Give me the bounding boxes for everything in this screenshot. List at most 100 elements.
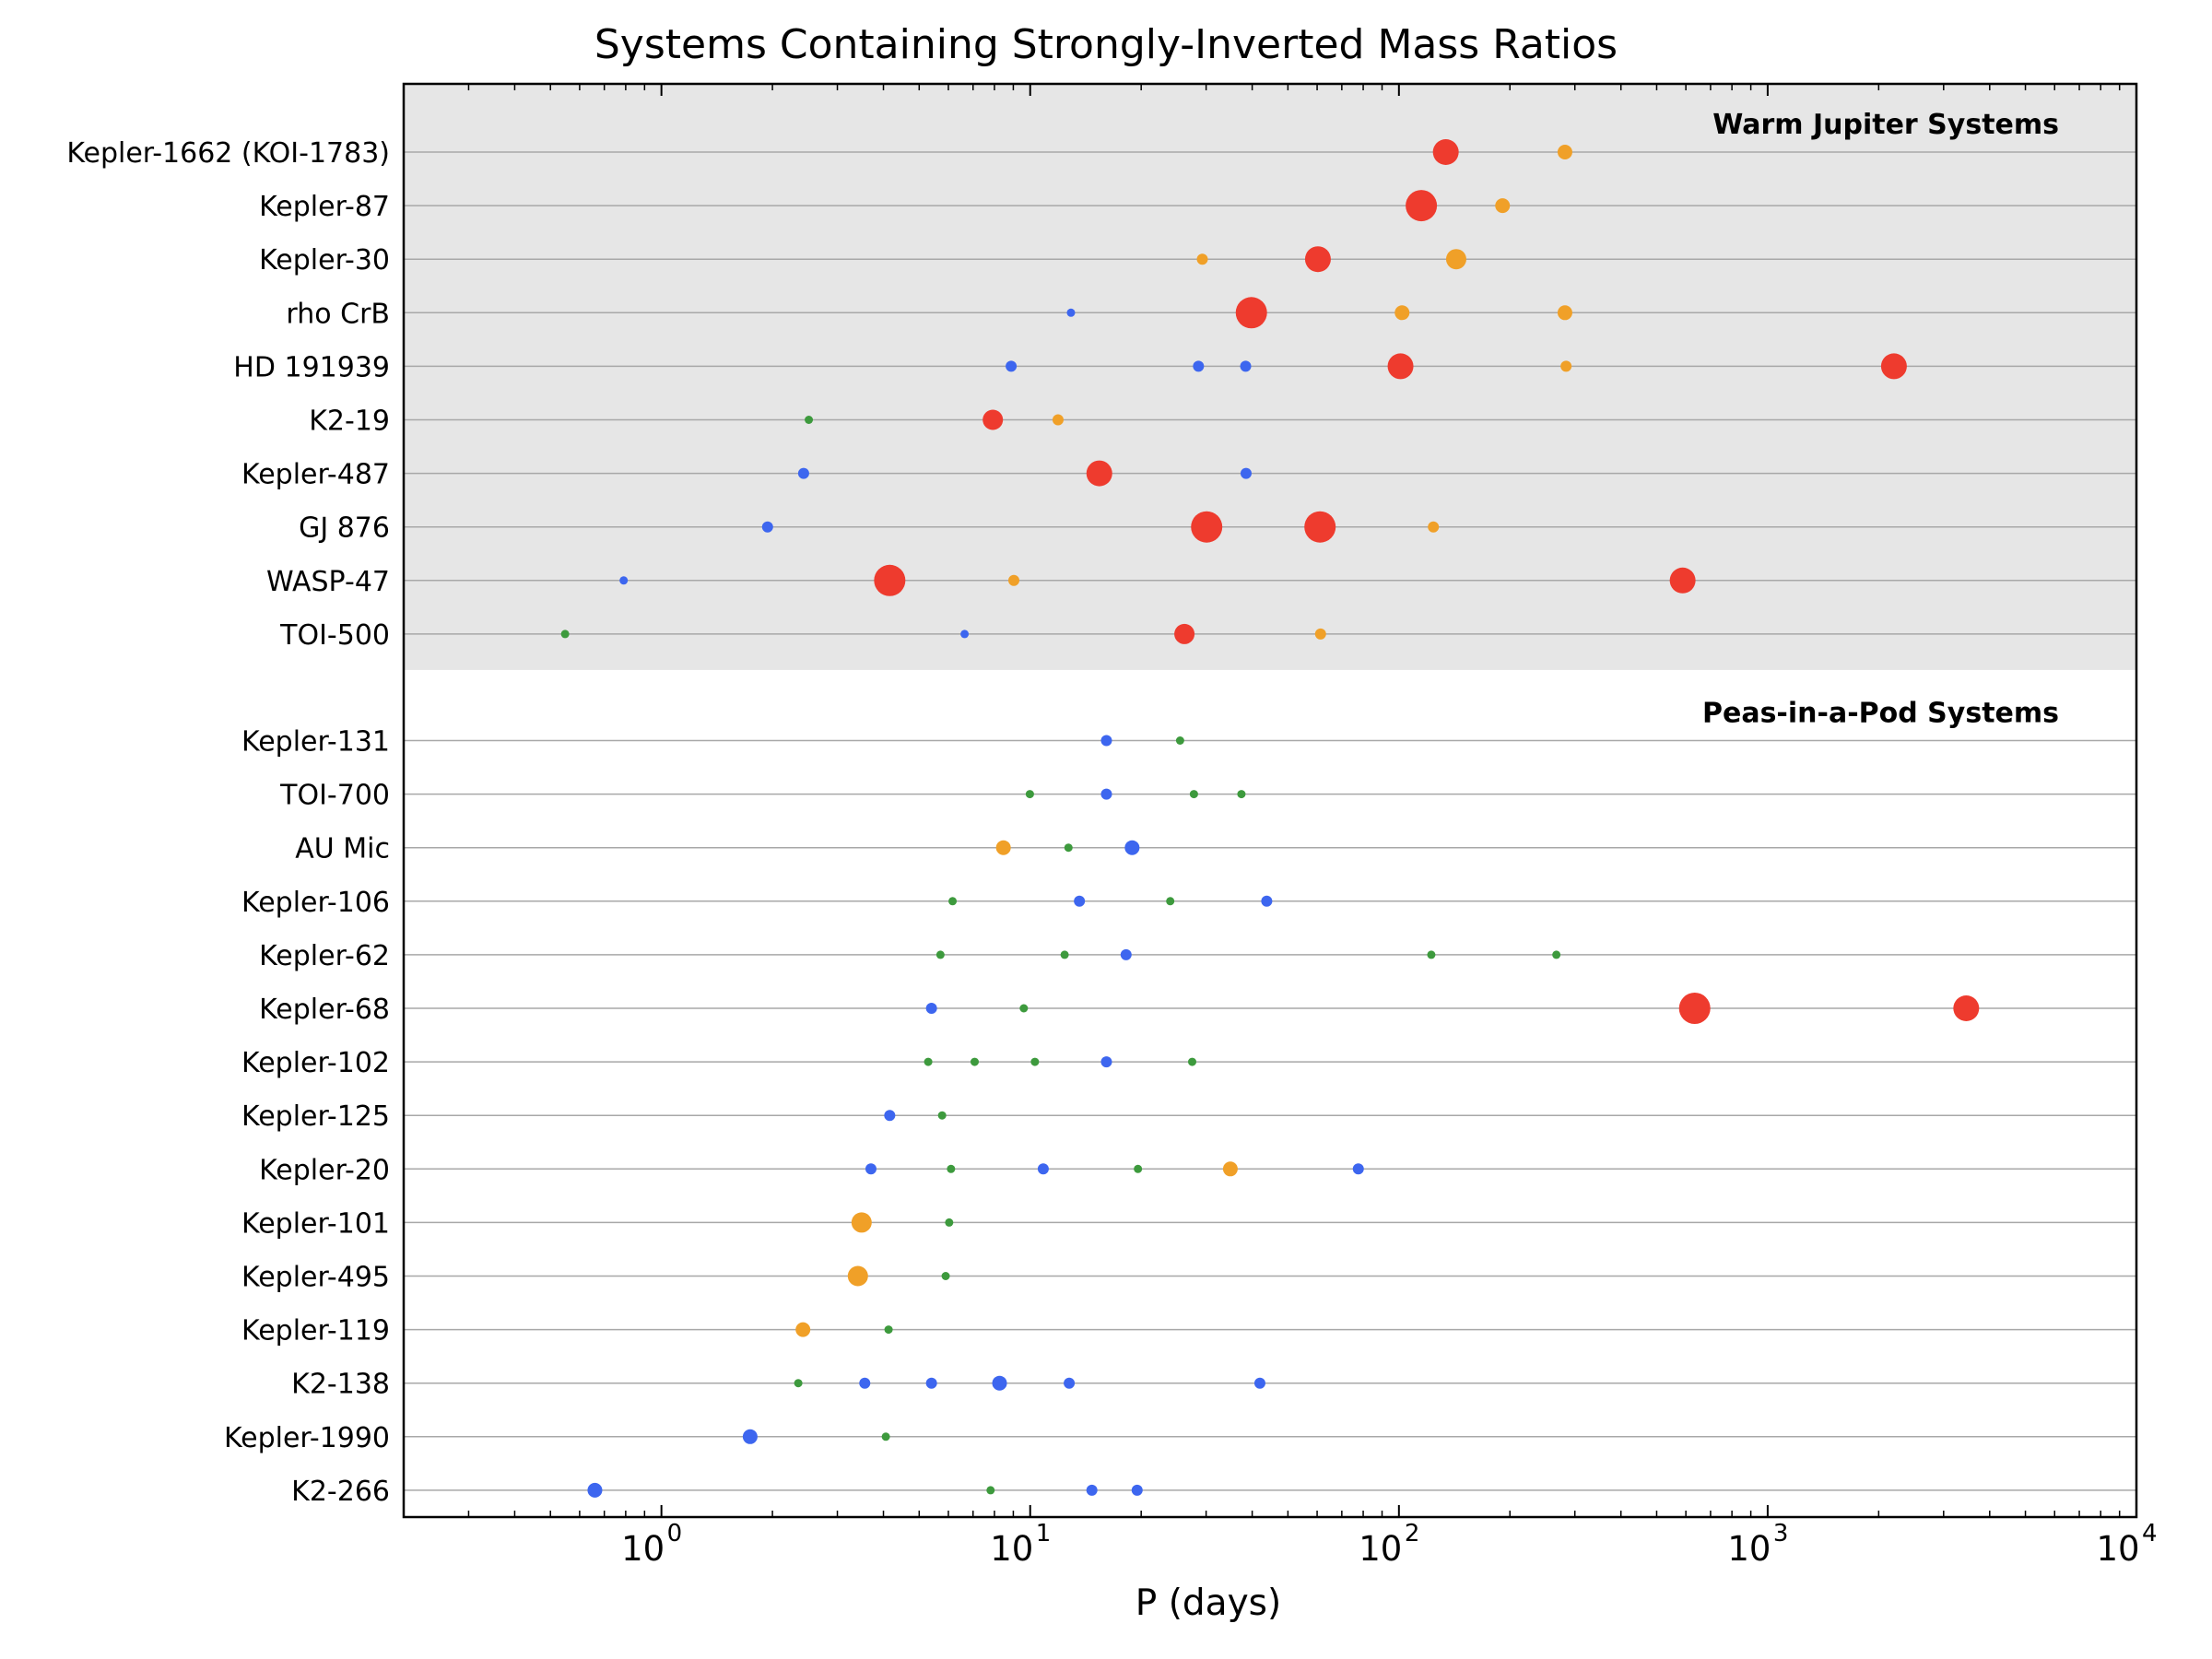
planet-point-1-11-0 — [795, 1322, 811, 1337]
planet-point-0-4-2 — [1240, 360, 1252, 372]
planet-point-0-8-2 — [1008, 574, 1020, 586]
system-label: Kepler-68 — [259, 994, 390, 1026]
planet-point-1-1-2 — [1189, 790, 1198, 799]
planet-points — [560, 139, 1980, 1498]
system-label: Kepler-125 — [241, 1100, 390, 1133]
planet-point-0-3-2 — [1394, 305, 1410, 321]
planet-point-0-9-1 — [960, 629, 970, 639]
planet-point-0-2-2 — [1445, 249, 1466, 270]
x-tick-label: 10 — [1727, 1529, 1771, 1569]
planet-point-0-7-2 — [1304, 511, 1336, 543]
planet-point-1-3-3 — [1261, 895, 1273, 907]
x-tick-exponent: 0 — [667, 1520, 683, 1547]
planet-point-1-8-2 — [1037, 1163, 1049, 1175]
planet-point-0-1-0 — [1406, 190, 1438, 222]
planet-point-1-4-1 — [1060, 950, 1069, 959]
planet-point-0-5-2 — [1052, 414, 1064, 426]
system-label: Kepler-1662 (KOI-1783) — [66, 137, 390, 170]
planet-point-1-6-0 — [924, 1057, 933, 1066]
planet-point-1-6-3 — [1100, 1056, 1112, 1068]
planet-point-0-4-5 — [1880, 353, 1907, 380]
system-label: K2-138 — [291, 1369, 390, 1401]
planet-point-1-8-5 — [1352, 1163, 1364, 1175]
chart-title: Systems Containing Strongly-Inverted Mas… — [594, 21, 1618, 68]
planet-point-1-1-3 — [1237, 790, 1246, 799]
planet-point-1-3-2 — [1166, 897, 1175, 906]
system-label: Kepler-87 — [259, 191, 390, 223]
system-label: Kepler-62 — [259, 940, 390, 972]
planet-point-1-6-1 — [970, 1057, 979, 1066]
x-tick-exponent: 1 — [1036, 1520, 1052, 1547]
system-label: Kepler-20 — [259, 1154, 390, 1186]
planet-point-1-7-0 — [884, 1110, 896, 1122]
planet-point-1-12-2 — [925, 1377, 937, 1389]
system-label: AU Mic — [295, 833, 390, 865]
planet-point-1-10-1 — [941, 1272, 950, 1280]
planet-point-1-4-3 — [1427, 950, 1436, 959]
planet-point-1-5-2 — [1678, 993, 1711, 1024]
planet-point-1-8-3 — [1134, 1164, 1143, 1173]
system-label: Kepler-487 — [241, 459, 390, 491]
system-label: Kepler-101 — [241, 1207, 390, 1240]
planet-point-0-7-0 — [761, 521, 773, 533]
system-label: K2-266 — [291, 1476, 390, 1508]
planet-point-0-3-1 — [1235, 297, 1267, 329]
system-label: rho CrB — [286, 298, 390, 330]
planet-point-1-4-4 — [1552, 950, 1561, 959]
x-tick-exponent: 4 — [2142, 1520, 2158, 1547]
planet-point-1-8-0 — [865, 1163, 877, 1175]
planet-point-1-5-3 — [1953, 995, 1980, 1021]
planet-point-0-8-1 — [874, 564, 906, 596]
planet-point-1-0-1 — [1175, 736, 1184, 745]
planet-point-1-10-0 — [847, 1265, 868, 1287]
planet-point-0-3-0 — [1066, 308, 1076, 317]
planet-point-1-12-0 — [794, 1379, 803, 1388]
planet-point-1-13-0 — [742, 1429, 758, 1444]
planet-point-1-11-1 — [884, 1325, 893, 1335]
planet-point-1-0-0 — [1100, 735, 1112, 747]
planet-point-0-3-3 — [1557, 305, 1572, 321]
plot-frame — [402, 82, 2138, 1519]
planet-point-1-4-0 — [935, 950, 945, 959]
planet-point-1-14-2 — [1086, 1484, 1098, 1496]
planet-point-1-6-2 — [1030, 1057, 1040, 1066]
planet-point-1-14-3 — [1131, 1484, 1143, 1496]
planet-point-1-6-4 — [1188, 1057, 1197, 1066]
planet-point-1-12-5 — [1253, 1377, 1265, 1389]
system-label: Kepler-1990 — [224, 1422, 390, 1454]
system-label: GJ 876 — [299, 512, 390, 545]
planet-point-0-6-0 — [797, 467, 809, 479]
planet-point-1-5-1 — [1019, 1004, 1029, 1013]
planet-point-1-14-0 — [587, 1482, 603, 1498]
planet-point-0-7-1 — [1191, 511, 1223, 543]
planet-point-0-5-0 — [805, 416, 814, 424]
planet-point-1-4-2 — [1120, 948, 1132, 960]
planet-point-1-2-1 — [1064, 843, 1073, 853]
planet-point-0-8-0 — [619, 576, 629, 585]
system-label: K2-19 — [309, 406, 390, 438]
x-tick-exponent: 3 — [1773, 1520, 1789, 1547]
system-label: Kepler-495 — [241, 1262, 390, 1294]
warm-jupiter-region-shade — [404, 84, 2136, 670]
planet-point-1-1-0 — [1025, 790, 1034, 799]
system-label: Kepler-119 — [241, 1315, 390, 1347]
planet-point-1-1-1 — [1100, 788, 1112, 800]
gridlines — [404, 151, 2136, 1491]
planet-point-1-5-0 — [925, 1003, 937, 1014]
planet-point-0-0-0 — [1432, 139, 1459, 165]
planet-point-0-4-0 — [1006, 360, 1018, 372]
planet-point-0-2-1 — [1304, 246, 1331, 273]
planet-point-1-9-0 — [851, 1212, 872, 1233]
x-axis-label: P (days) — [1135, 1583, 1281, 1624]
planet-point-0-4-1 — [1193, 360, 1205, 372]
planet-point-0-7-3 — [1428, 521, 1440, 533]
planet-point-1-12-4 — [1064, 1377, 1076, 1389]
planet-point-1-2-2 — [1124, 840, 1140, 855]
system-label: Kepler-106 — [241, 887, 390, 919]
planet-point-1-14-1 — [986, 1486, 995, 1495]
system-label: TOI-700 — [279, 780, 390, 812]
planet-point-0-9-0 — [560, 629, 570, 639]
x-tick-label: 10 — [1359, 1529, 1402, 1569]
planet-point-0-4-3 — [1387, 353, 1414, 380]
